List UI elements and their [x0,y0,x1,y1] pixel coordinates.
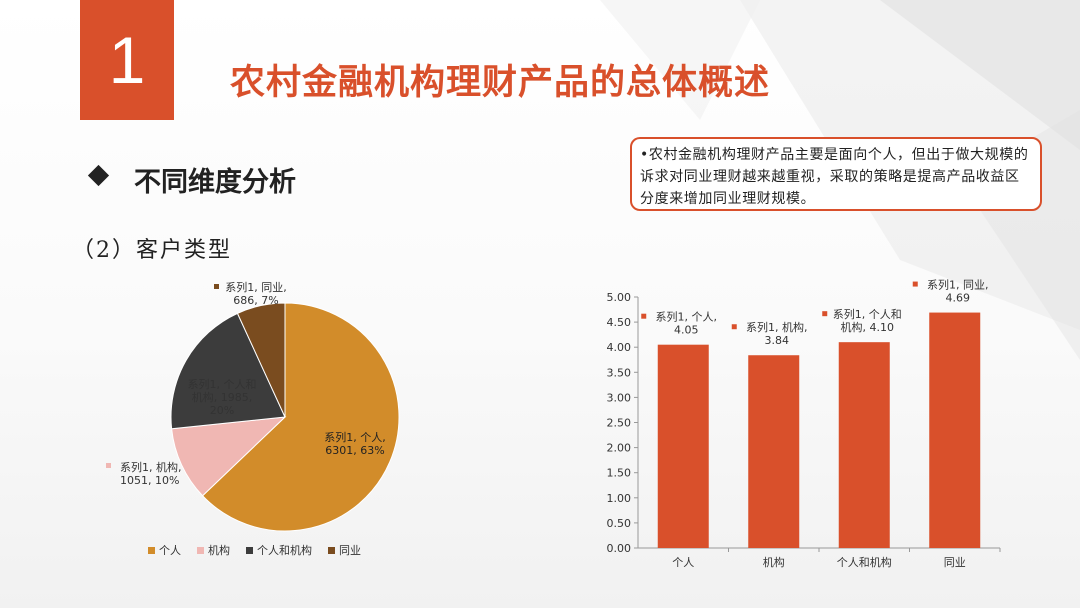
summary-callout: •农村金融机构理财产品主要是面向个人，但出于做大规模的诉求对同业理财越来越重视，… [630,137,1042,211]
legend-item: 同业 [328,542,361,558]
bar-label-marker [822,311,828,317]
legend-item: 个人 [148,542,181,558]
legend-label: 个人 [159,544,181,557]
legend-label: 机构 [208,544,230,557]
legend-swatch [246,546,253,554]
y-tick-label: 1.00 [607,492,632,505]
bar [657,344,709,548]
subsection-heading: （2）客户类型 [72,238,232,263]
customer-type-bar-chart: 0.00 0.50 1.00 1.50 2.00 2.50 3.00 3.50 4.00 4.50… [607,278,1001,569]
bar-label-marker [731,324,737,330]
pie-slice [171,416,287,497]
pie-slice [201,302,400,532]
y-tick-label: 0.50 [607,517,632,530]
pie-slice [170,312,286,430]
pie-data-label: 系列1, 个人, 6301, 63% [324,430,386,457]
legend-swatch [197,546,204,554]
pie-label-marker [214,284,219,289]
pie-data-label: 系列1, 机构, 1051, 10% [120,460,182,487]
y-tick-label: 3.50 [607,366,632,379]
page-title: 农村金融机构理财产品的总体概述 [230,63,771,103]
customer-type-pie-chart: 系列1, 个人, 6301, 63% 系列1, 机构, 1051, 10% 系列1, 个… [106,280,400,532]
x-tick-label: 机构 [763,555,785,569]
section-heading: 不同维度分析 [134,167,296,198]
y-tick-label: 1.50 [607,467,632,480]
bar [838,342,890,548]
legend-swatch [328,546,335,554]
y-tick-label: 0.00 [607,542,632,555]
legend-item: 个人和机构 [246,542,312,558]
bar-data-label: 系列1, 个人和机构, 4.10 [833,307,902,334]
y-tick-label: 5.00 [607,291,632,304]
bar-label-marker [912,281,918,287]
bar-data-label: 系列1, 机构, 3.84 [746,320,808,347]
y-tick-label: 3.00 [607,391,632,404]
legend-swatch [148,546,155,554]
pie-legend: 个人 机构 个人和机构 同业 [148,542,361,558]
pie-label-marker [106,463,111,468]
y-tick-label: 4.00 [607,341,632,354]
legend-item: 机构 [197,542,230,558]
x-tick-label: 个人和机构 [837,555,892,569]
pie-data-label: 系列1, 同业, 686, 7% [225,280,287,307]
legend-label: 同业 [339,544,361,557]
section-number-badge: 1 [80,0,174,120]
bar [929,312,981,548]
y-tick-label: 4.50 [607,316,632,329]
pie-data-label: 系列1, 个人和机构, 1985, 20% [188,377,257,417]
legend-label: 个人和机构 [257,544,312,557]
y-tick-label: 2.50 [607,417,632,430]
x-tick-label: 同业 [944,556,966,569]
x-tick-label: 个人 [672,556,694,569]
bar-data-label: 系列1, 同业, 4.69 [927,278,989,305]
bar [748,355,800,548]
bar-data-label: 系列1, 个人, 4.05 [656,310,718,337]
bar-label-marker [641,313,647,319]
pie-slice [236,302,286,418]
y-tick-label: 2.00 [607,442,632,455]
